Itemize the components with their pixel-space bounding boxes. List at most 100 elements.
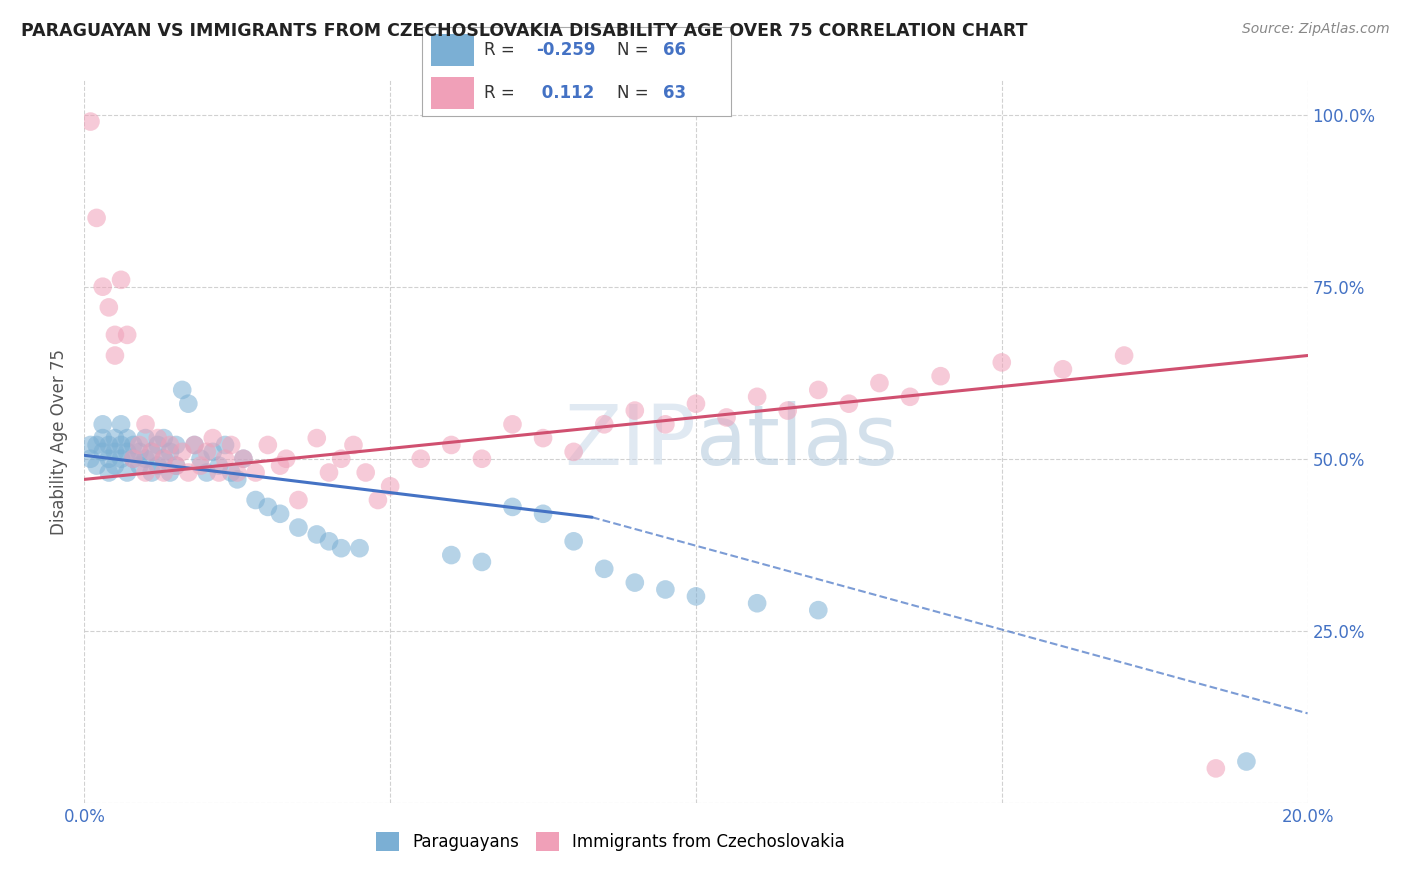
Text: PARAGUAYAN VS IMMIGRANTS FROM CZECHOSLOVAKIA DISABILITY AGE OVER 75 CORRELATION : PARAGUAYAN VS IMMIGRANTS FROM CZECHOSLOV… bbox=[21, 22, 1028, 40]
Point bbox=[135, 431, 157, 445]
Point bbox=[146, 438, 169, 452]
Point bbox=[165, 458, 187, 473]
Point bbox=[1236, 755, 1258, 769]
Point bbox=[110, 273, 132, 287]
Point bbox=[562, 445, 585, 459]
Point bbox=[128, 458, 150, 473]
Point bbox=[159, 466, 181, 480]
Point bbox=[195, 445, 218, 459]
Point bbox=[440, 438, 463, 452]
Point bbox=[91, 279, 114, 293]
Point bbox=[165, 438, 187, 452]
Point bbox=[305, 431, 328, 445]
Point bbox=[97, 438, 120, 452]
Point bbox=[177, 397, 200, 411]
Point bbox=[165, 458, 187, 473]
Point bbox=[502, 500, 524, 514]
Point bbox=[276, 451, 298, 466]
Point bbox=[991, 355, 1014, 369]
Point bbox=[257, 500, 280, 514]
Point bbox=[318, 534, 340, 549]
Point bbox=[245, 466, 267, 480]
Point bbox=[531, 507, 554, 521]
Point bbox=[122, 451, 145, 466]
Point bbox=[115, 445, 138, 459]
Point bbox=[214, 451, 236, 466]
Point bbox=[869, 376, 891, 390]
Point bbox=[190, 458, 212, 473]
Point bbox=[367, 493, 389, 508]
Point bbox=[86, 458, 108, 473]
Point bbox=[245, 493, 267, 508]
Point bbox=[1205, 761, 1227, 775]
Point bbox=[440, 548, 463, 562]
Point bbox=[685, 397, 707, 411]
Point bbox=[141, 445, 163, 459]
Point bbox=[177, 466, 200, 480]
Text: atlas: atlas bbox=[696, 401, 897, 482]
FancyBboxPatch shape bbox=[432, 34, 474, 66]
Point bbox=[219, 466, 242, 480]
Point bbox=[122, 438, 145, 452]
Point bbox=[159, 445, 181, 459]
Point bbox=[190, 451, 212, 466]
Point bbox=[342, 438, 364, 452]
Point bbox=[747, 596, 769, 610]
Point bbox=[153, 451, 176, 466]
Point bbox=[624, 575, 647, 590]
Point bbox=[128, 438, 150, 452]
Point bbox=[685, 590, 707, 604]
Point bbox=[146, 431, 169, 445]
Point bbox=[593, 417, 616, 432]
Point bbox=[305, 527, 328, 541]
Point bbox=[201, 431, 224, 445]
Point bbox=[141, 445, 163, 459]
Point bbox=[91, 445, 114, 459]
Point bbox=[104, 349, 127, 363]
Point bbox=[232, 451, 254, 466]
Legend: Paraguayans, Immigrants from Czechoslovakia: Paraguayans, Immigrants from Czechoslova… bbox=[367, 823, 853, 860]
Point bbox=[318, 466, 340, 480]
Point bbox=[219, 438, 242, 452]
Point bbox=[232, 451, 254, 466]
Point bbox=[929, 369, 952, 384]
Text: N =: N = bbox=[617, 41, 654, 59]
Y-axis label: Disability Age Over 75: Disability Age Over 75 bbox=[51, 349, 69, 534]
Point bbox=[201, 445, 224, 459]
Point bbox=[97, 466, 120, 480]
Text: 66: 66 bbox=[664, 41, 686, 59]
Point bbox=[471, 451, 494, 466]
Point bbox=[354, 466, 377, 480]
Point bbox=[79, 438, 101, 452]
Point bbox=[269, 507, 291, 521]
Point bbox=[409, 451, 432, 466]
Point bbox=[195, 466, 218, 480]
Point bbox=[153, 466, 176, 480]
Point bbox=[91, 431, 114, 445]
Point bbox=[104, 327, 127, 342]
Text: R =: R = bbox=[484, 41, 520, 59]
Point bbox=[115, 327, 138, 342]
Point bbox=[807, 383, 830, 397]
Point bbox=[115, 431, 138, 445]
Point bbox=[654, 417, 676, 432]
Point bbox=[269, 458, 291, 473]
Point bbox=[747, 390, 769, 404]
Point bbox=[1052, 362, 1074, 376]
Point bbox=[135, 466, 157, 480]
Point bbox=[159, 438, 181, 452]
Point bbox=[531, 431, 554, 445]
Point bbox=[104, 445, 127, 459]
Point bbox=[624, 403, 647, 417]
Point bbox=[110, 438, 132, 452]
Point bbox=[110, 451, 132, 466]
Point bbox=[838, 397, 860, 411]
Point bbox=[183, 438, 205, 452]
Point bbox=[91, 417, 114, 432]
Point bbox=[172, 445, 194, 459]
Point bbox=[135, 417, 157, 432]
Point bbox=[115, 466, 138, 480]
Point bbox=[654, 582, 676, 597]
Point bbox=[716, 410, 738, 425]
Point bbox=[214, 438, 236, 452]
